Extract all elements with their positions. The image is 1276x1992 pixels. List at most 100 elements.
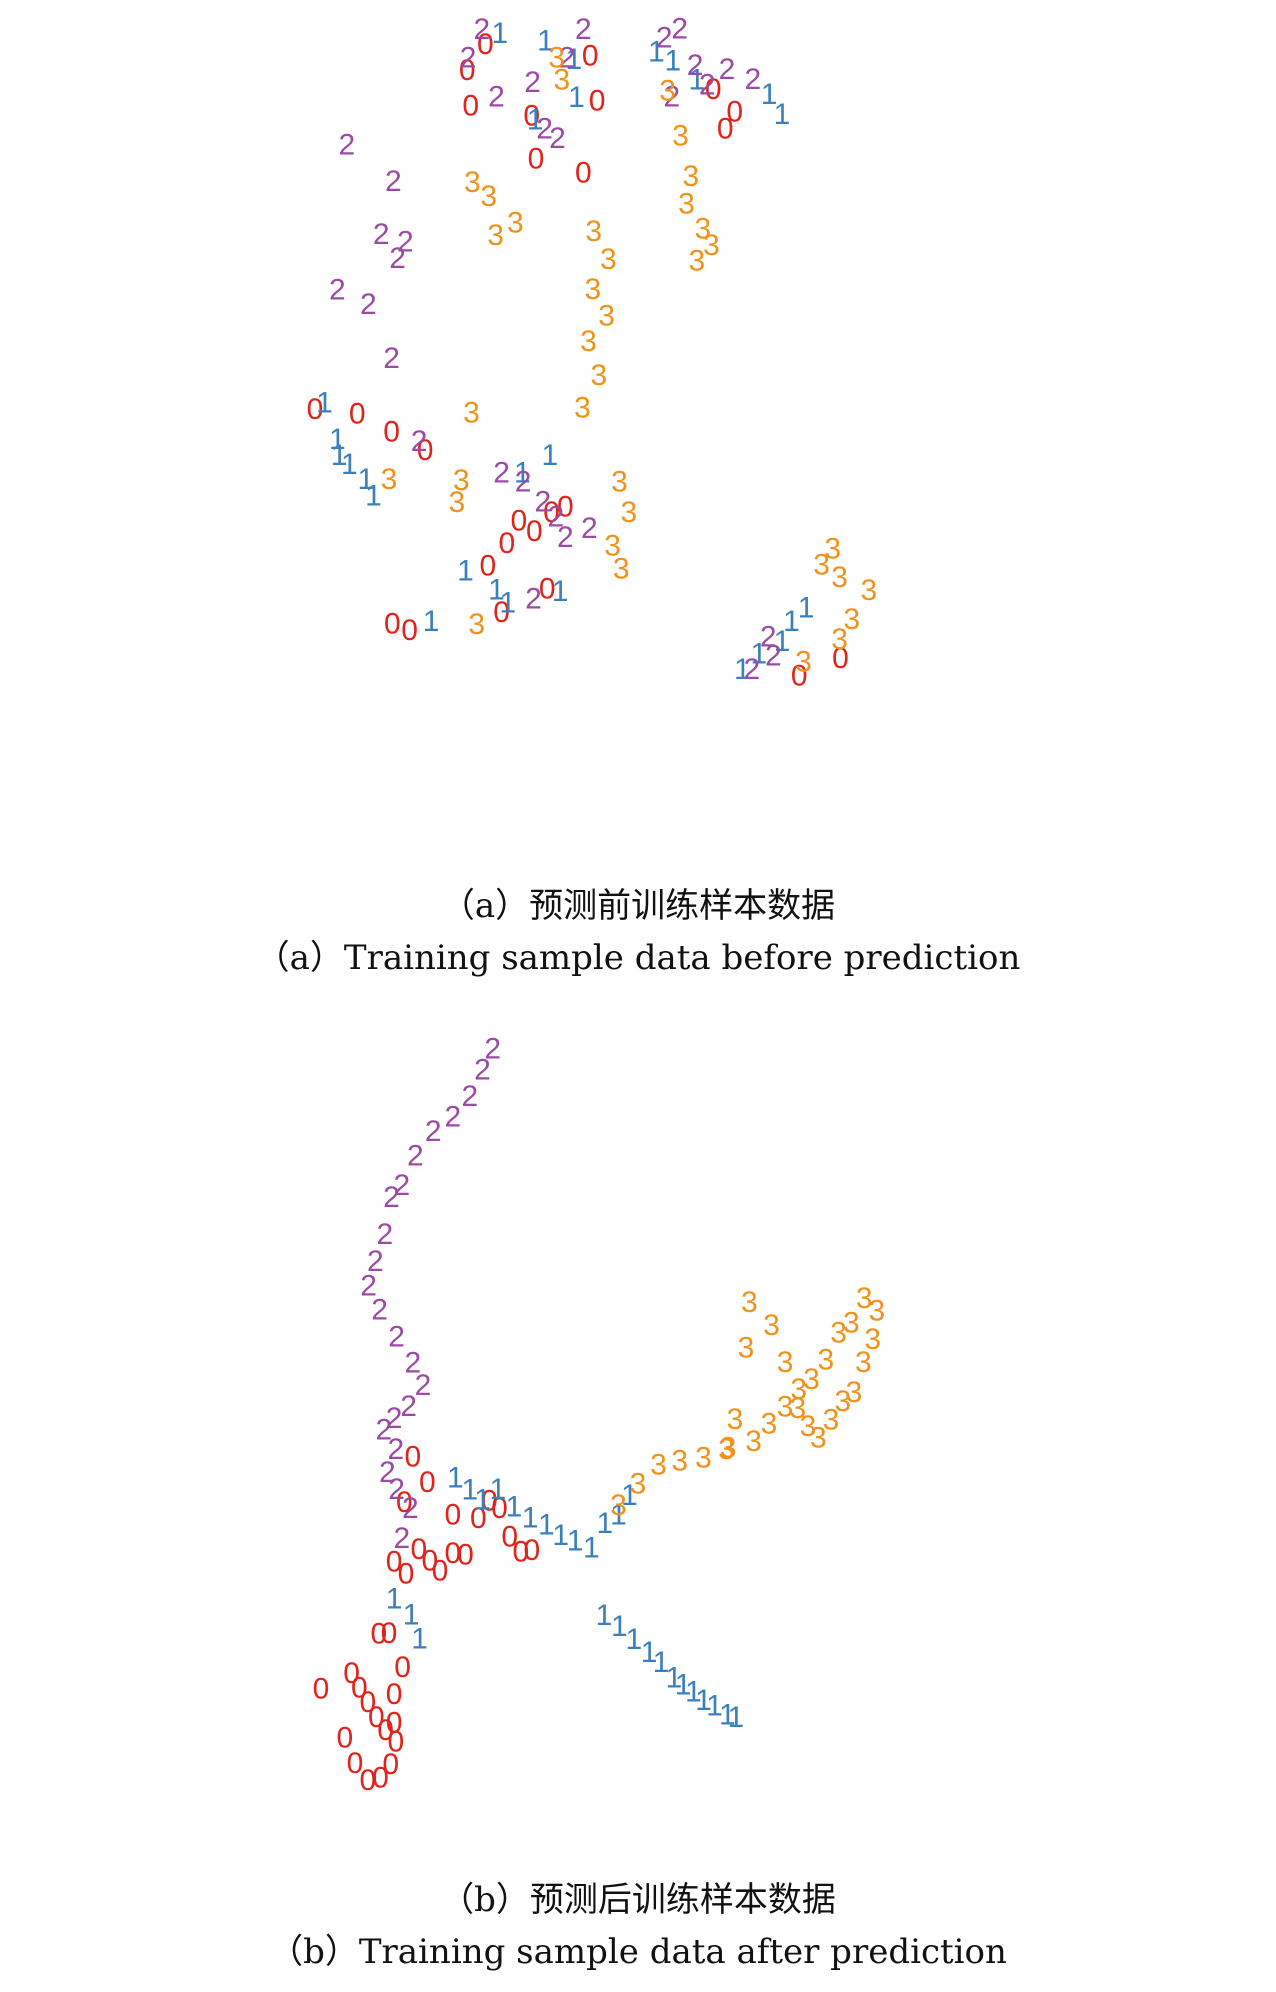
data-point-class-0: 0 bbox=[705, 73, 722, 106]
data-point-class-3: 3 bbox=[695, 212, 712, 245]
data-point-class-2: 2 bbox=[338, 129, 355, 162]
data-point-class-0: 0 bbox=[512, 1535, 529, 1568]
data-point-class-0: 0 bbox=[457, 1538, 474, 1571]
data-point-class-0: 0 bbox=[791, 660, 808, 693]
data-point-class-2: 2 bbox=[415, 1369, 432, 1402]
data-point-class-3: 3 bbox=[621, 496, 638, 529]
data-point-class-1: 1 bbox=[506, 1491, 523, 1524]
data-point-class-0: 0 bbox=[832, 642, 849, 675]
data-point-class-2: 2 bbox=[484, 1033, 501, 1066]
data-point-class-0: 0 bbox=[349, 397, 366, 430]
data-point-class-0: 0 bbox=[368, 1701, 385, 1734]
data-point-class-0: 0 bbox=[491, 1492, 508, 1525]
data-point-class-3: 3 bbox=[823, 1404, 840, 1437]
data-point-class-3: 3 bbox=[600, 243, 617, 276]
data-point-class-1: 1 bbox=[514, 456, 531, 489]
data-point-class-3: 3 bbox=[745, 1425, 762, 1458]
data-point-class-2: 2 bbox=[687, 49, 704, 82]
data-point-class-0: 0 bbox=[582, 40, 599, 73]
data-point-class-3: 3 bbox=[672, 119, 689, 152]
data-point-class-0: 0 bbox=[347, 1747, 364, 1780]
data-point-class-3: 3 bbox=[790, 1392, 807, 1425]
data-point-class-0: 0 bbox=[396, 1486, 413, 1519]
data-point-class-3: 3 bbox=[831, 623, 848, 656]
data-point-class-2: 2 bbox=[493, 456, 510, 489]
data-point-class-2: 2 bbox=[671, 12, 688, 45]
data-point-class-3: 3 bbox=[630, 1468, 647, 1501]
data-point-class-2: 2 bbox=[387, 1433, 404, 1466]
data-point-class-3: 3 bbox=[689, 245, 706, 278]
data-point-class-0: 0 bbox=[528, 143, 545, 176]
data-point-class-1: 1 bbox=[566, 43, 583, 76]
data-point-class-3: 3 bbox=[678, 187, 695, 220]
data-point-class-3: 3 bbox=[574, 392, 591, 425]
data-point-class-3: 3 bbox=[777, 1391, 794, 1424]
data-point-class-2: 2 bbox=[744, 653, 761, 686]
data-point-class-0: 0 bbox=[510, 505, 527, 538]
data-point-class-2: 2 bbox=[461, 1080, 478, 1113]
data-point-class-3: 3 bbox=[480, 180, 497, 213]
data-point-class-3: 3 bbox=[830, 1317, 847, 1350]
data-point-class-2: 2 bbox=[515, 465, 532, 498]
data-point-class-1: 1 bbox=[492, 17, 509, 50]
data-point-class-2: 2 bbox=[575, 13, 592, 46]
data-point-class-3: 3 bbox=[813, 548, 830, 581]
data-point-class-2: 2 bbox=[402, 1492, 419, 1525]
data-point-class-3: 3 bbox=[824, 533, 841, 566]
data-point-class-1: 1 bbox=[798, 592, 815, 625]
data-point-class-2: 2 bbox=[407, 1140, 424, 1173]
caption-b-zh: （b）预测后训练样本数据 bbox=[440, 1880, 836, 1920]
data-point-class-1: 1 bbox=[488, 573, 505, 606]
data-point-class-0: 0 bbox=[432, 1555, 449, 1588]
data-point-class-1: 1 bbox=[734, 653, 751, 686]
data-point-class-3: 3 bbox=[720, 1431, 737, 1464]
data-point-class-2: 2 bbox=[488, 80, 505, 113]
data-point-class-3: 3 bbox=[790, 1373, 807, 1406]
data-point-class-1: 1 bbox=[447, 1461, 464, 1494]
data-point-class-0: 0 bbox=[493, 596, 510, 629]
data-point-class-0: 0 bbox=[384, 607, 401, 640]
data-point-class-2: 2 bbox=[425, 1115, 442, 1148]
data-point-class-0: 0 bbox=[381, 1617, 398, 1650]
data-point-class-1: 1 bbox=[583, 1532, 600, 1565]
data-point-class-2: 2 bbox=[411, 425, 428, 458]
data-point-class-0: 0 bbox=[401, 614, 418, 647]
data-point-class-2: 2 bbox=[760, 621, 777, 654]
data-point-class-1: 1 bbox=[341, 448, 358, 481]
data-point-class-1: 1 bbox=[774, 625, 791, 658]
data-point-class-3: 3 bbox=[449, 486, 466, 519]
data-point-class-0: 0 bbox=[480, 549, 497, 582]
data-point-class-2: 2 bbox=[379, 1456, 396, 1489]
data-point-class-1: 1 bbox=[596, 1599, 613, 1632]
data-point-class-3: 3 bbox=[695, 1441, 712, 1474]
data-point-class-3: 3 bbox=[761, 1408, 778, 1441]
data-point-class-2: 2 bbox=[765, 640, 782, 673]
data-point-class-3: 3 bbox=[585, 215, 602, 248]
data-point-class-2: 2 bbox=[474, 1053, 491, 1086]
data-point-class-0: 0 bbox=[372, 1762, 389, 1795]
data-point-class-1: 1 bbox=[538, 1508, 555, 1541]
data-point-class-0: 0 bbox=[336, 1722, 353, 1755]
data-point-class-2: 2 bbox=[547, 500, 564, 533]
data-point-class-2: 2 bbox=[581, 512, 598, 545]
data-point-class-1: 1 bbox=[537, 25, 554, 58]
data-point-class-0: 0 bbox=[444, 1498, 461, 1531]
data-point-class-2: 2 bbox=[329, 274, 346, 307]
data-point-class-1: 1 bbox=[331, 439, 348, 472]
data-point-class-0: 0 bbox=[477, 28, 494, 61]
data-point-class-3: 3 bbox=[598, 299, 615, 332]
data-point-class-3: 3 bbox=[738, 1331, 755, 1364]
data-point-class-3: 3 bbox=[650, 1448, 667, 1481]
data-point-class-0: 0 bbox=[501, 1521, 518, 1554]
data-point-class-3: 3 bbox=[507, 207, 524, 240]
data-point-class-2: 2 bbox=[719, 53, 736, 86]
caption-a-en: （a）Training sample data before predictio… bbox=[255, 938, 1021, 978]
data-point-class-1: 1 bbox=[316, 387, 333, 420]
data-point-class-0: 0 bbox=[459, 54, 476, 87]
data-point-class-2: 2 bbox=[373, 218, 390, 251]
data-point-class-3: 3 bbox=[795, 646, 812, 679]
data-point-class-1: 1 bbox=[625, 1623, 642, 1656]
data-point-class-2: 2 bbox=[371, 1294, 388, 1327]
